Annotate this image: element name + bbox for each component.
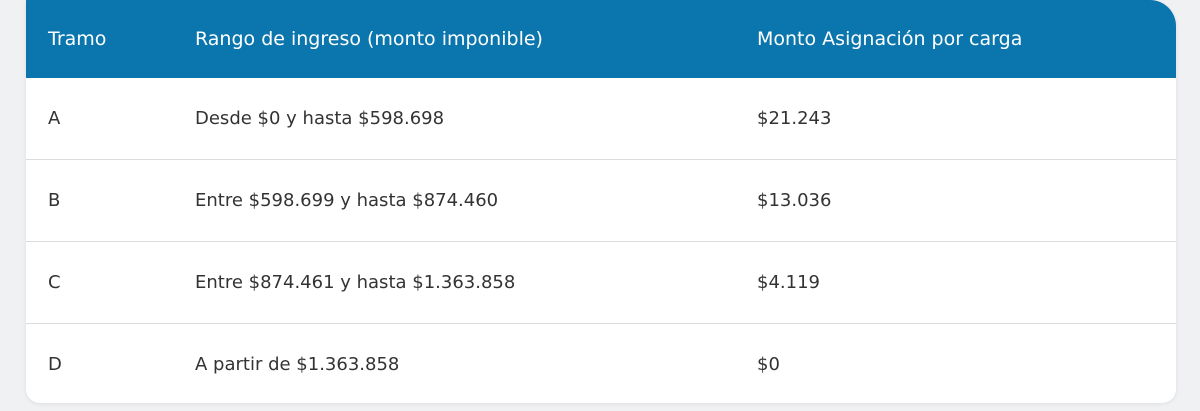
table: Tramo Rango de ingreso (monto imponible)…: [26, 0, 1176, 403]
table-row: B Entre $598.699 y hasta $874.460 $13.036: [26, 160, 1176, 242]
table-row: D A partir de $1.363.858 $0: [26, 324, 1176, 403]
table-cell: Entre $874.461 y hasta $1.363.858: [195, 272, 516, 293]
table-cell: Desde $0 y hasta $598.698: [195, 108, 445, 129]
table-cell: C: [48, 272, 61, 293]
table-cell: D: [48, 354, 62, 375]
table-row: C Entre $874.461 y hasta $1.363.858 $4.119: [26, 242, 1176, 324]
table-cell: $13.036: [757, 190, 832, 211]
table-cell: $0: [757, 354, 780, 375]
table-cell: Entre $598.699 y hasta $874.460: [195, 190, 499, 211]
table-cell: B: [48, 190, 61, 211]
header-row: Tramo Rango de ingreso (monto imponible)…: [26, 0, 1176, 78]
table-row: A Desde $0 y hasta $598.698 $21.243: [26, 78, 1176, 160]
header-cell: Rango de ingreso (monto imponible): [195, 28, 543, 50]
header-cell: Monto Asignación por carga: [757, 28, 1023, 50]
table-cell: A: [48, 108, 61, 129]
table-cell: $4.119: [757, 272, 820, 293]
table-cell: A partir de $1.363.858: [195, 354, 400, 375]
header-cell: Tramo: [48, 28, 107, 50]
table-cell: $21.243: [757, 108, 832, 129]
